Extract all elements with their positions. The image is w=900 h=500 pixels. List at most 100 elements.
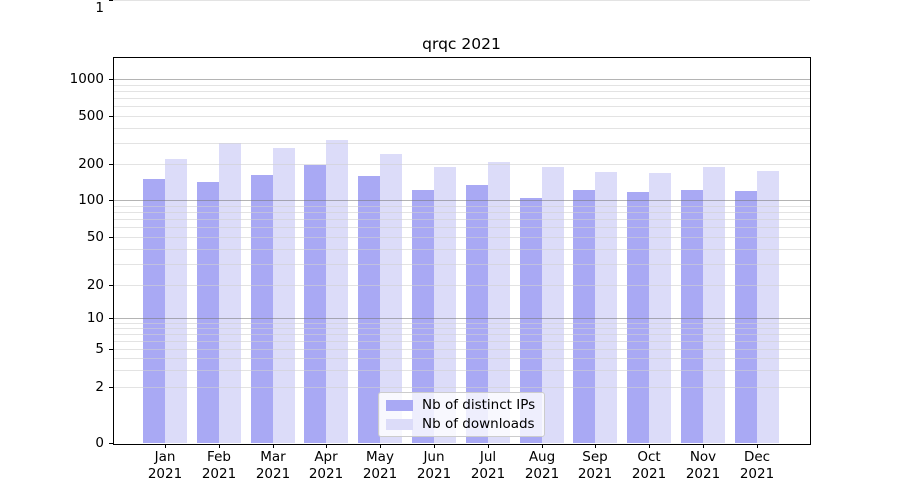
x-tick-label: Oct 2021 [631, 449, 667, 482]
legend-label-distinct-ips: Nb of distinct IPs [422, 397, 536, 413]
y-tick-label: 500 [78, 108, 104, 124]
y-tick-label: 10 [86, 310, 104, 326]
x-tick-label: Nov 2021 [685, 449, 721, 482]
y-tick-label: 1000 [69, 71, 104, 87]
bar-downloads [218, 142, 241, 443]
gridline-major [113, 318, 810, 319]
x-tick-mark [595, 444, 596, 448]
y-tick-mark [109, 349, 113, 350]
chart-title: qrqc 2021 [422, 35, 501, 53]
bar-downloads [649, 173, 672, 443]
bar-downloads [756, 171, 779, 443]
gridline-minor [113, 219, 810, 220]
y-tick-mark [109, 237, 113, 238]
gridline-minor [113, 116, 810, 117]
plot-border [113, 57, 811, 445]
gridline-minor [113, 91, 810, 92]
x-tick-mark [219, 444, 220, 448]
x-tick-mark [757, 444, 758, 448]
bar-downloads [165, 158, 187, 443]
legend-label-downloads: Nb of downloads [422, 416, 535, 432]
bar-distinct-ips [627, 192, 650, 443]
bar-distinct-ips [573, 189, 596, 443]
x-tick-label: Feb 2021 [201, 449, 237, 482]
gridline-minor [113, 237, 810, 238]
y-tick-mark [109, 387, 113, 388]
bar-distinct-ips [681, 189, 703, 443]
y-tick-label: 50 [86, 229, 104, 245]
gridline-minor [113, 249, 810, 250]
x-tick-mark [326, 444, 327, 448]
gridline-minor [113, 328, 810, 329]
gridline-minor [113, 341, 810, 342]
gridline-major [113, 200, 810, 201]
bar-distinct-ips [519, 197, 542, 443]
y-tick-mark [109, 0, 113, 1]
legend-swatch-distinct-ips [386, 399, 413, 411]
bar-distinct-ips [143, 179, 165, 443]
y-tick-mark [109, 116, 113, 117]
gridline-minor [113, 143, 810, 144]
bar-downloads [541, 167, 564, 443]
bar-distinct-ips [250, 174, 273, 443]
x-tick-label: Jan 2021 [147, 449, 183, 482]
y-tick-label: 5 [95, 341, 104, 357]
gridline-minor [113, 85, 810, 86]
y-tick-mark [109, 318, 113, 319]
gridline-minor [113, 387, 810, 388]
gridline-minor [113, 106, 810, 107]
gridline-minor [113, 227, 810, 228]
x-tick-mark [165, 444, 166, 448]
gridline-minor [113, 349, 810, 350]
bar-downloads [272, 147, 295, 443]
legend-row-distinct-ips: Nb of distinct IPs [386, 397, 538, 413]
legend-row-downloads: Nb of downloads [386, 416, 538, 432]
x-tick-mark [380, 444, 381, 448]
x-tick-mark [273, 444, 274, 448]
x-tick-label: Jul 2021 [470, 449, 506, 482]
x-tick-label: Apr 2021 [308, 449, 344, 482]
x-tick-label: May 2021 [362, 449, 398, 482]
gridline-minor [113, 98, 810, 99]
x-tick-mark [488, 444, 489, 448]
y-tick-label: 1 [95, 0, 104, 16]
y-tick-mark [109, 443, 113, 444]
bar-downloads [595, 172, 618, 443]
y-tick-label: 0 [95, 435, 104, 451]
x-tick-mark [434, 444, 435, 448]
bar-downloads [434, 167, 456, 443]
x-tick-label: Aug 2021 [524, 449, 560, 482]
gridline-minor [113, 164, 810, 165]
x-tick-label: Dec 2021 [739, 449, 775, 482]
bar-distinct-ips [304, 164, 327, 443]
gridline-minor [113, 128, 810, 129]
bar-downloads [326, 139, 349, 443]
bar-distinct-ips [734, 190, 757, 443]
x-tick-mark [703, 444, 704, 448]
legend: Nb of distinct IPs Nb of downloads [378, 392, 545, 437]
y-tick-label: 200 [78, 156, 104, 172]
bar-distinct-ips [196, 181, 219, 443]
gridline-minor [113, 358, 810, 359]
x-tick-mark [542, 444, 543, 448]
x-tick-label: Sep 2021 [577, 449, 613, 482]
bar-downloads [487, 162, 510, 443]
y-tick-label: 100 [78, 192, 104, 208]
x-tick-label: Mar 2021 [255, 449, 291, 482]
gridline-minor [113, 323, 810, 324]
gridline-minor [113, 264, 810, 265]
x-tick-label: Jun 2021 [416, 449, 452, 482]
y-tick-mark [109, 200, 113, 201]
y-tick-mark [109, 285, 113, 286]
gridline-minor [113, 285, 810, 286]
x-tick-mark [649, 444, 650, 448]
gridline-minor [113, 0, 810, 1]
gridline-minor [113, 334, 810, 335]
y-tick-label: 20 [86, 277, 104, 293]
bar-downloads [703, 167, 725, 443]
gridline-minor [113, 370, 810, 371]
gridline-minor [113, 206, 810, 207]
y-tick-mark [109, 79, 113, 80]
